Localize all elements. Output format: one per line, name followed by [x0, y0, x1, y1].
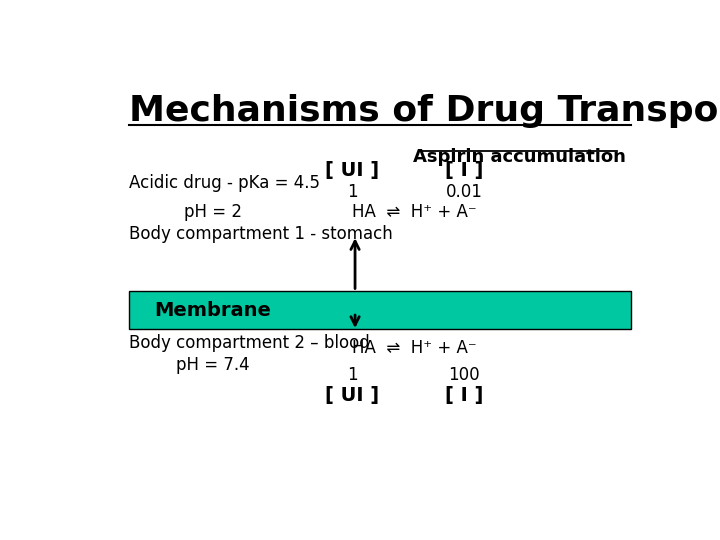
Text: [ UI ]: [ UI ] — [325, 161, 379, 180]
Text: Mechanisms of Drug Transport: Mechanisms of Drug Transport — [129, 94, 720, 128]
Text: HA  ⇌  H⁺ + A⁻: HA ⇌ H⁺ + A⁻ — [352, 204, 477, 221]
Text: [ I ]: [ I ] — [445, 161, 483, 180]
Text: 1: 1 — [347, 183, 358, 201]
Text: Body compartment 1 - stomach: Body compartment 1 - stomach — [129, 225, 393, 242]
Text: HA  ⇌  H⁺ + A⁻: HA ⇌ H⁺ + A⁻ — [352, 339, 477, 357]
Text: [ I ]: [ I ] — [445, 386, 483, 405]
Text: pH = 2: pH = 2 — [184, 204, 242, 221]
Text: 100: 100 — [448, 366, 480, 383]
Text: Body compartment 2 – blood: Body compartment 2 – blood — [129, 334, 370, 353]
Text: [ UI ]: [ UI ] — [325, 386, 379, 405]
Text: Acidic drug - pKa = 4.5: Acidic drug - pKa = 4.5 — [129, 174, 320, 192]
Bar — [129, 292, 631, 329]
Text: 1: 1 — [347, 366, 358, 383]
Text: Membrane: Membrane — [154, 301, 271, 320]
Text: pH = 7.4: pH = 7.4 — [176, 356, 250, 374]
Text: Aspirin accumulation: Aspirin accumulation — [413, 148, 626, 166]
Text: 0.01: 0.01 — [446, 183, 482, 201]
